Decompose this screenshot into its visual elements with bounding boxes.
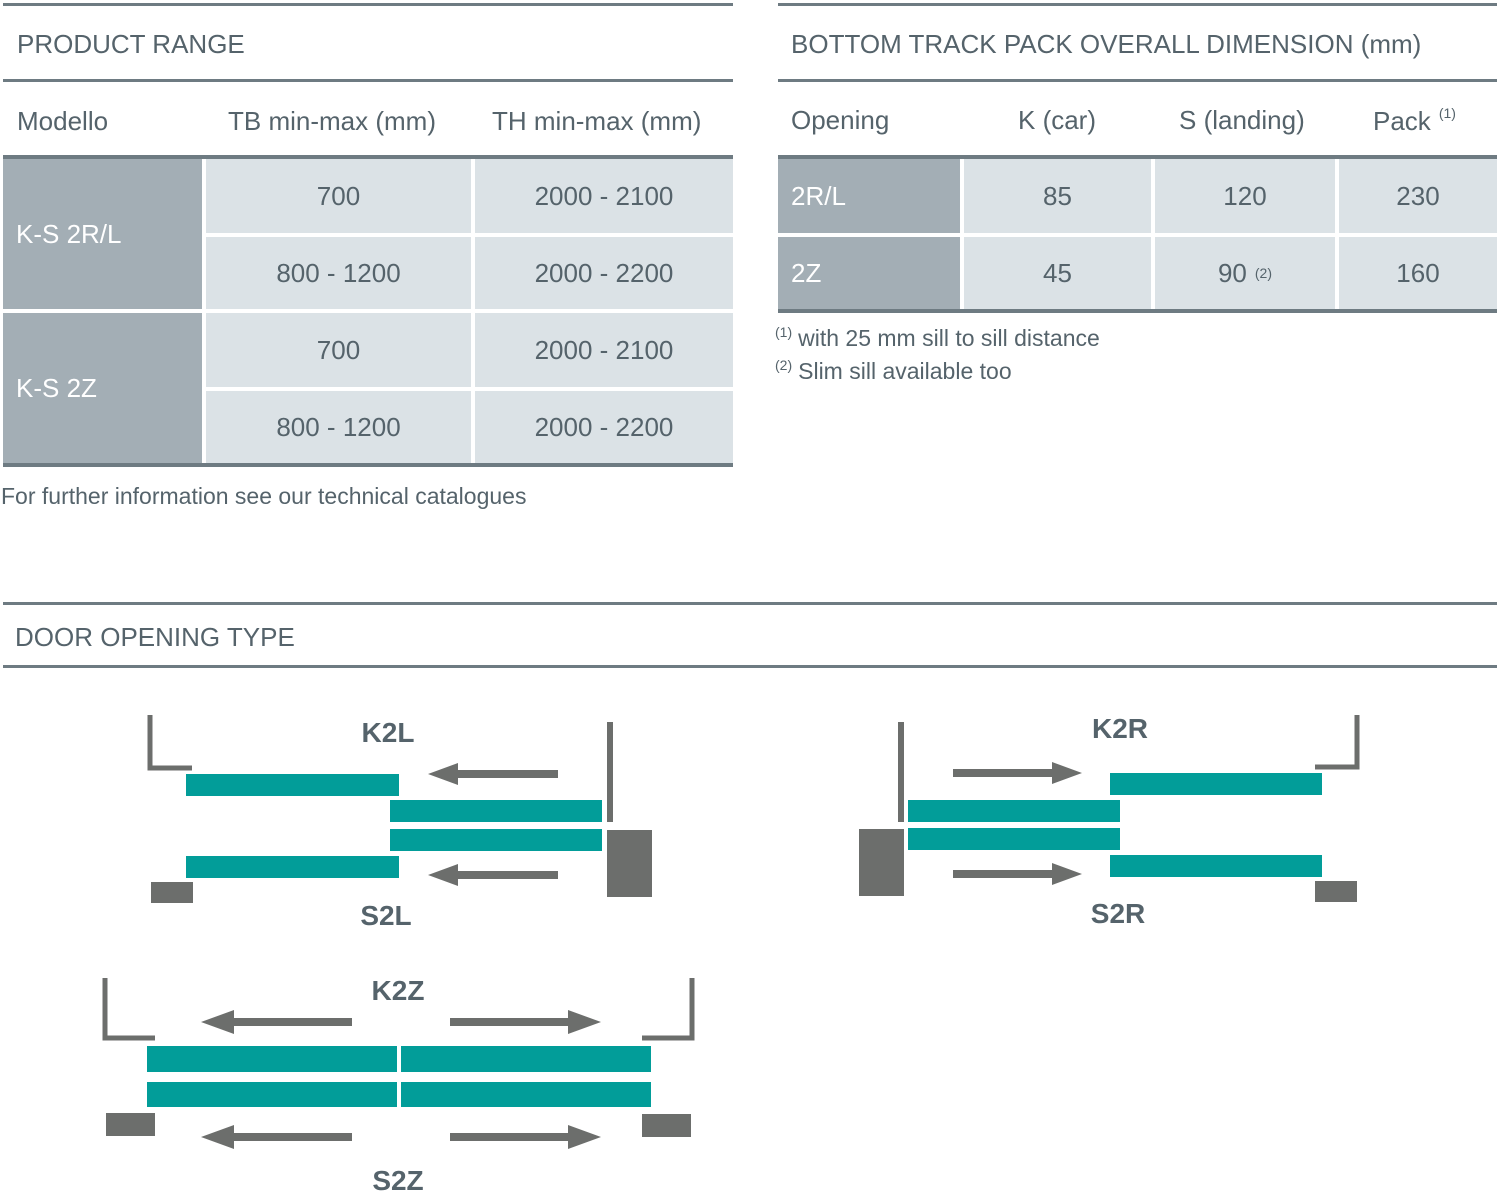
arrow-right-icon [953,863,1082,885]
top-rule-door-opening [3,602,1497,605]
label-s2z: S2Z [372,1165,423,1196]
sill-block [1315,881,1357,902]
header-th: TH min-max (mm) [492,106,702,136]
product-range-footnote: For further information see our technica… [1,483,527,509]
th-cell: 2000 - 2100 [475,159,733,233]
door-panel [390,829,602,851]
tb-cell: 800 - 1200 [206,391,471,463]
product-range-title: PRODUCT RANGE [17,29,245,59]
rule-below-door-opening-title [3,665,1497,668]
sill-block [106,1113,155,1136]
tb-cell: 700 [206,313,471,387]
bottom-track-title: BOTTOM TRACK PACK OVERALL DIMENSION (mm) [791,29,1422,59]
top-rule-product-range [3,3,733,6]
s-cell: 120 [1155,159,1335,233]
frame-bracket [1315,715,1360,770]
arrow-left-icon [201,1010,352,1034]
arrow-right-icon [450,1125,601,1149]
header-opening: Opening [791,105,890,135]
arrow-left-icon [428,763,558,785]
opening-cell-2z: 2Z [778,237,960,309]
diagram-2z: K2Z S2Z [102,975,695,1196]
door-panel [186,774,399,796]
rule-below-product-range-title [3,79,733,82]
frame-bracket [642,978,695,1041]
th-cell: 2000 - 2100 [475,313,733,387]
arrow-right-icon [953,762,1082,784]
label-s2l: S2L [360,900,411,931]
door-panel [147,1046,397,1072]
footnote-mark: (2) [1254,265,1273,281]
bottom-track-note-1: (1) with 25 mm sill to sill distance [775,324,1100,351]
door-pack-block [607,830,652,897]
door-panel [401,1082,651,1107]
k-cell: 85 [964,159,1151,233]
sill-block [642,1114,691,1137]
header-pack: Pack (1) [1373,105,1456,136]
header-tb: TB min-max (mm) [228,106,436,136]
label-s2r: S2R [1091,898,1145,929]
arrow-left-icon [201,1125,352,1149]
door-panel [186,856,399,878]
bottom-track-note-2: (2) Slim sill available too [775,357,1012,384]
rule-below-bottom-track-title [778,79,1497,82]
jamb-post [607,722,613,822]
footnote-mark: (1) [1438,105,1456,121]
door-panel [908,828,1120,850]
diagram-2l: K2L S2L [147,715,652,931]
door-panel [390,800,602,822]
rule-below-product-range-header [3,155,733,159]
rule-below-bottom-track-header [778,155,1497,159]
top-rule-bottom-track [778,3,1497,6]
tb-cell: 700 [206,159,471,233]
label-k2z: K2Z [372,975,425,1006]
sill-block [151,882,193,903]
door-panel [908,800,1120,822]
door-panel [401,1046,651,1072]
k-cell: 45 [964,237,1151,309]
header-k-car: K (car) [1018,105,1096,135]
frame-bracket [147,715,192,771]
rule-bottom-bottom-track [778,309,1497,313]
pack-cell: 160 [1339,237,1497,309]
label-k2l: K2L [362,717,415,748]
model-cell-2rl: K-S 2R/L [3,159,202,309]
opening-cell-2rl: 2R/L [778,159,960,233]
arrow-right-icon [450,1010,601,1034]
door-panel [147,1082,397,1107]
door-pack-block [859,829,904,896]
label-k2r: K2R [1092,713,1148,744]
door-panel [1110,855,1322,877]
rule-bottom-product-range [3,463,733,467]
th-cell: 2000 - 2200 [475,391,733,463]
arrow-left-icon [428,864,558,886]
door-panel [1110,773,1322,795]
tb-cell: 800 - 1200 [206,237,471,309]
door-opening-title: DOOR OPENING TYPE [15,622,295,652]
frame-bracket [102,978,155,1041]
s-cell: 90 (2) [1155,237,1335,309]
model-cell-2z: K-S 2Z [3,313,202,463]
header-modello: Modello [17,106,109,136]
th-cell: 2000 - 2200 [475,237,733,309]
header-s-landing: S (landing) [1179,105,1305,135]
jamb-post [898,722,904,822]
pack-cell: 230 [1339,159,1497,233]
diagram-2r: K2R S2R [859,713,1360,929]
